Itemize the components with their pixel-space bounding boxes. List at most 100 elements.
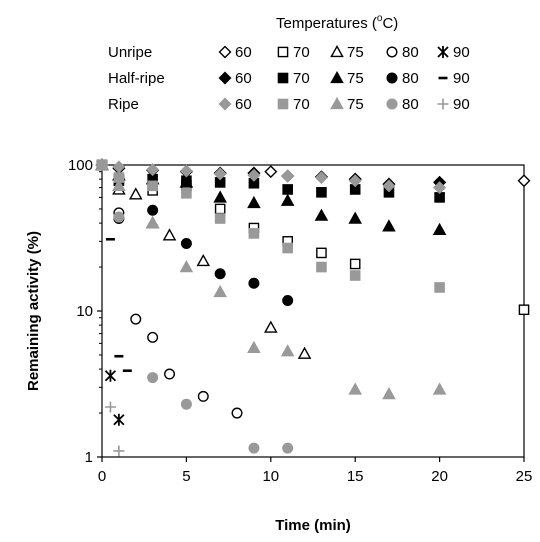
legend-temp-label: 60 xyxy=(235,70,252,87)
data-point xyxy=(197,390,209,402)
legend-marker xyxy=(437,98,449,110)
plot-area: 1 10 100 0 5 10 15 20 25 xyxy=(68,157,532,485)
data-point xyxy=(432,222,447,235)
data-point xyxy=(128,187,143,200)
x-axis: 0 5 10 15 20 25 xyxy=(98,457,533,485)
y-tick-label: 10 xyxy=(76,303,93,320)
data-point xyxy=(179,260,194,273)
legend-entry: 60 xyxy=(218,70,252,87)
data-point xyxy=(280,344,295,357)
data-point xyxy=(382,219,396,232)
data-point xyxy=(264,320,278,333)
legend-entry: 75 xyxy=(330,70,364,87)
data-point xyxy=(517,174,531,188)
legend-title-suffix: C) xyxy=(382,15,398,32)
series-unripe-75 xyxy=(95,157,312,359)
y-axis: 1 10 100 xyxy=(68,157,102,466)
legend-marker xyxy=(330,70,344,84)
legend-entry: 90 xyxy=(437,96,470,113)
data-point xyxy=(247,340,261,353)
series-unripe-90 xyxy=(104,369,125,426)
data-point xyxy=(180,237,192,249)
legend-entry: 70 xyxy=(277,44,310,61)
data-point xyxy=(147,372,159,384)
legend-row-label: Ripe xyxy=(108,96,139,113)
data-point xyxy=(434,282,445,293)
x-tick-label: 20 xyxy=(431,468,448,485)
series-ripe-80 xyxy=(113,211,294,454)
legend-marker xyxy=(218,45,232,59)
legend-row-label: Half-ripe xyxy=(108,70,165,87)
y-axis-title: Remaining activity (%) xyxy=(25,231,42,391)
data-point xyxy=(181,187,192,199)
data-point xyxy=(95,157,109,171)
data-point xyxy=(213,190,227,203)
legend-temp-label: 90 xyxy=(453,96,470,113)
legend-title: Temperatures (oC) xyxy=(276,13,398,32)
series-unripe-80 xyxy=(113,207,243,419)
series-ripe-75 xyxy=(95,157,447,400)
legend-entry: 80 xyxy=(386,70,419,87)
legend: Temperatures (oC) Unripe 60 70 75 80 90Half-r… xyxy=(108,13,470,113)
data-point xyxy=(231,407,243,419)
data-point xyxy=(518,304,530,316)
data-point xyxy=(264,165,278,179)
data-point xyxy=(432,382,447,395)
data-point xyxy=(248,442,260,454)
legend-title-prefix: Temperatures ( xyxy=(276,15,377,32)
data-point xyxy=(104,401,116,413)
data-point xyxy=(179,164,193,178)
data-point xyxy=(297,346,312,359)
data-point xyxy=(145,216,160,229)
data-point xyxy=(162,228,177,241)
legend-rows: Unripe 60 70 75 80 90 Half-ripe 60 70 75 80 90 Ripe 6… xyxy=(108,44,470,113)
data-point xyxy=(112,178,126,192)
legend-temp-label: 75 xyxy=(347,44,364,61)
data-point xyxy=(214,213,226,224)
data-point xyxy=(248,277,260,289)
plot-frame xyxy=(101,164,525,458)
legend-marker xyxy=(218,71,232,85)
legend-temp-label: 70 xyxy=(293,70,310,87)
legend-marker xyxy=(218,97,232,111)
legend-entry: 60 xyxy=(218,96,252,113)
data-point xyxy=(213,284,227,298)
legend-marker xyxy=(277,72,289,84)
series-ripe-90 xyxy=(104,401,125,457)
legend-entry: 80 xyxy=(386,44,419,61)
data-point xyxy=(280,193,295,206)
data-point xyxy=(349,270,361,281)
data-point xyxy=(434,192,445,203)
legend-temp-label: 70 xyxy=(293,44,310,61)
legend-row-half-ripe: Half-ripe 60 70 75 80 90 xyxy=(108,70,470,87)
legend-entry: 90 xyxy=(437,44,470,61)
legend-entry: 75 xyxy=(330,44,364,61)
x-tick-label: 25 xyxy=(516,468,533,485)
data-point xyxy=(282,442,294,454)
data-point xyxy=(147,331,159,343)
legend-temp-label: 60 xyxy=(235,44,252,61)
data-point xyxy=(180,398,192,410)
data-point xyxy=(247,168,261,182)
legend-temp-label: 90 xyxy=(453,44,470,61)
data-point xyxy=(282,295,294,307)
data-point xyxy=(113,413,125,426)
legend-row-unripe: Unripe 60 70 75 80 90 xyxy=(108,44,470,61)
data-point xyxy=(213,167,227,181)
legend-temp-label: 90 xyxy=(453,70,470,87)
data-point xyxy=(316,247,327,259)
data-point xyxy=(314,208,329,221)
legend-temp-label: 70 xyxy=(293,96,310,113)
legend-temp-label: 80 xyxy=(402,96,419,113)
data-point xyxy=(248,228,260,239)
legend-title-degree: o xyxy=(377,13,383,24)
legend-marker xyxy=(277,98,289,110)
data-point xyxy=(348,174,362,188)
data-point xyxy=(179,175,194,188)
legend-entry: 60 xyxy=(218,44,252,61)
data-point xyxy=(348,382,362,395)
data-point xyxy=(349,258,361,270)
data-point xyxy=(382,179,396,193)
legend-marker xyxy=(386,46,398,58)
legend-entry: 75 xyxy=(330,96,364,113)
